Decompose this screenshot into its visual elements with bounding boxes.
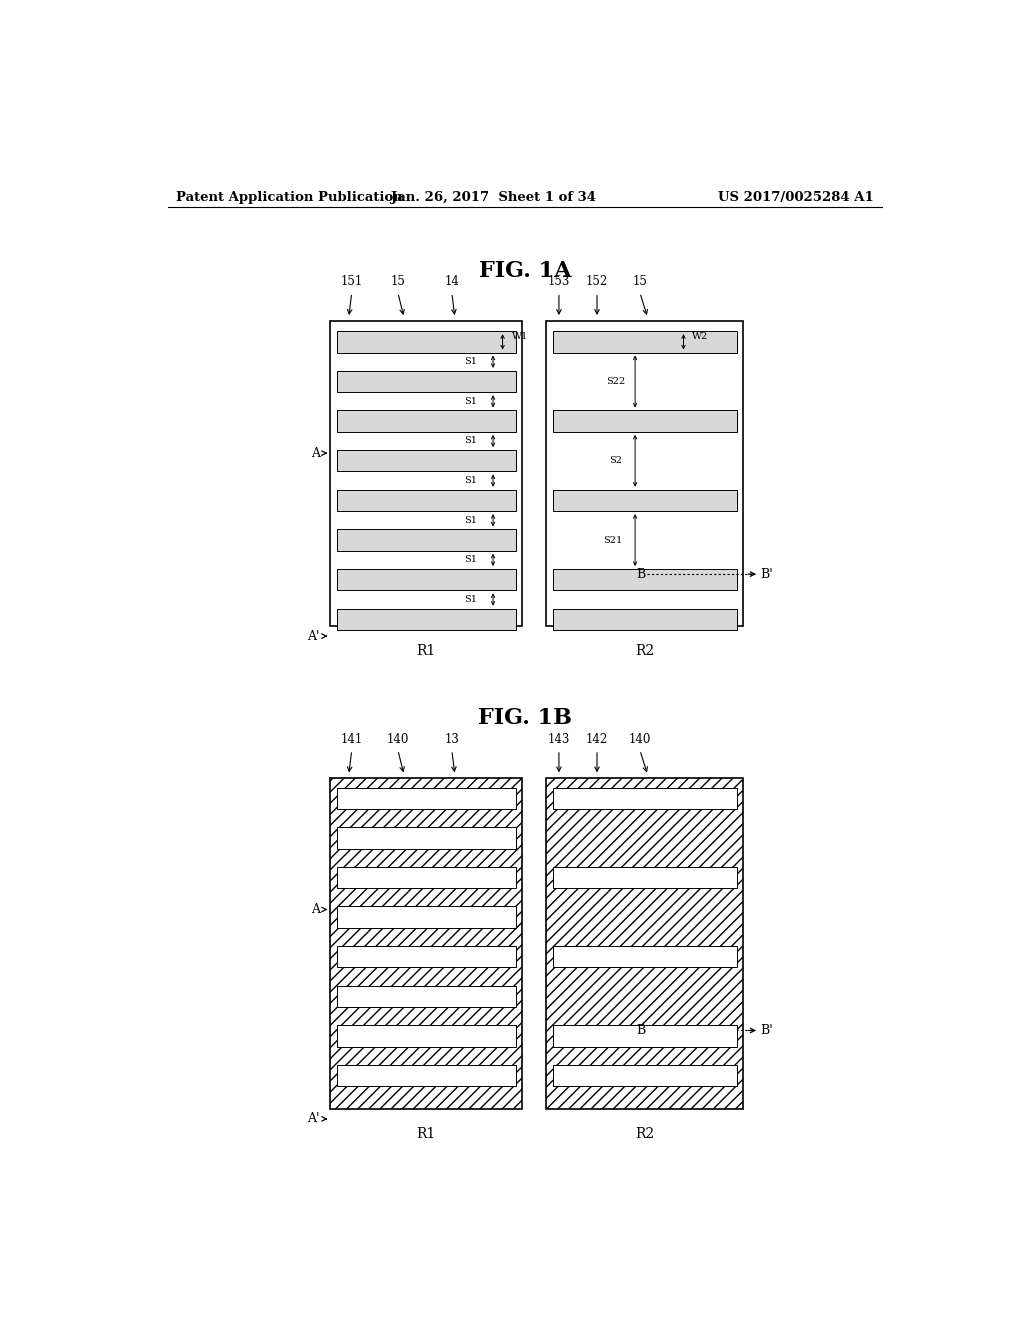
Text: S21: S21: [603, 536, 623, 545]
Text: S1: S1: [464, 437, 477, 445]
Text: 151: 151: [341, 276, 362, 289]
Bar: [331, 779, 522, 1109]
Text: S1: S1: [464, 397, 477, 405]
Text: FIG. 1A: FIG. 1A: [478, 260, 571, 282]
Bar: [337, 907, 516, 928]
Bar: [337, 946, 516, 968]
Text: 153: 153: [548, 276, 570, 289]
Bar: [337, 609, 516, 630]
Bar: [553, 788, 736, 809]
Text: 13: 13: [444, 733, 459, 746]
Bar: [553, 1026, 736, 1047]
Text: S1: S1: [464, 477, 477, 484]
Bar: [337, 1065, 516, 1086]
Text: B': B': [761, 568, 773, 581]
Text: S2: S2: [609, 457, 622, 465]
Bar: [337, 371, 516, 392]
Text: S1: S1: [464, 358, 477, 366]
Bar: [553, 1065, 736, 1086]
Bar: [337, 529, 516, 550]
Text: 15: 15: [633, 276, 647, 289]
Text: A: A: [311, 903, 321, 916]
Bar: [553, 490, 736, 511]
Bar: [337, 986, 516, 1007]
Text: 142: 142: [586, 733, 608, 746]
Text: A: A: [311, 446, 321, 459]
Text: B: B: [636, 568, 645, 581]
Bar: [553, 569, 736, 590]
Text: 15: 15: [390, 276, 406, 289]
Bar: [553, 867, 736, 888]
Text: A': A': [307, 1113, 321, 1126]
Text: 14: 14: [444, 276, 459, 289]
Text: Jan. 26, 2017  Sheet 1 of 34: Jan. 26, 2017 Sheet 1 of 34: [390, 191, 596, 203]
Bar: [337, 331, 516, 352]
Text: 141: 141: [341, 733, 362, 746]
Bar: [337, 450, 516, 471]
Text: W2: W2: [691, 333, 708, 342]
Text: R2: R2: [635, 1127, 654, 1140]
Text: S1: S1: [464, 595, 477, 605]
Bar: [337, 828, 516, 849]
Text: S1: S1: [464, 516, 477, 525]
Bar: [337, 867, 516, 888]
Text: 152: 152: [586, 276, 608, 289]
Text: R1: R1: [417, 644, 436, 659]
Bar: [337, 569, 516, 590]
Text: Patent Application Publication: Patent Application Publication: [176, 191, 402, 203]
Text: US 2017/0025284 A1: US 2017/0025284 A1: [718, 191, 873, 203]
Text: S1: S1: [464, 556, 477, 565]
Bar: [553, 609, 736, 630]
Bar: [553, 331, 736, 352]
Bar: [546, 321, 743, 626]
Text: A': A': [307, 630, 321, 643]
Bar: [337, 788, 516, 809]
Bar: [553, 411, 736, 432]
Bar: [337, 1026, 516, 1047]
Bar: [337, 411, 516, 432]
Text: W1: W1: [512, 333, 528, 342]
Text: 140: 140: [387, 733, 409, 746]
Text: 143: 143: [548, 733, 570, 746]
Text: FIG. 1B: FIG. 1B: [478, 708, 571, 729]
Text: B: B: [636, 1024, 645, 1038]
Text: 140: 140: [629, 733, 651, 746]
Bar: [546, 779, 743, 1109]
Text: R2: R2: [635, 644, 654, 659]
Bar: [553, 946, 736, 968]
Text: S22: S22: [605, 378, 625, 385]
Text: B': B': [761, 1024, 773, 1038]
Bar: [331, 321, 522, 626]
Text: R1: R1: [417, 1127, 436, 1140]
Bar: [337, 490, 516, 511]
